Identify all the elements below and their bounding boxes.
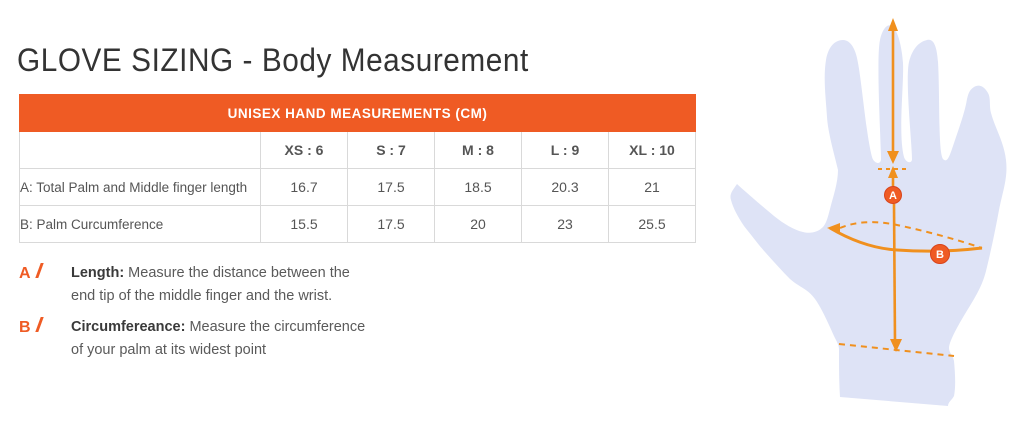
svg-text:B: B bbox=[936, 249, 944, 261]
svg-text:A: A bbox=[889, 190, 897, 202]
